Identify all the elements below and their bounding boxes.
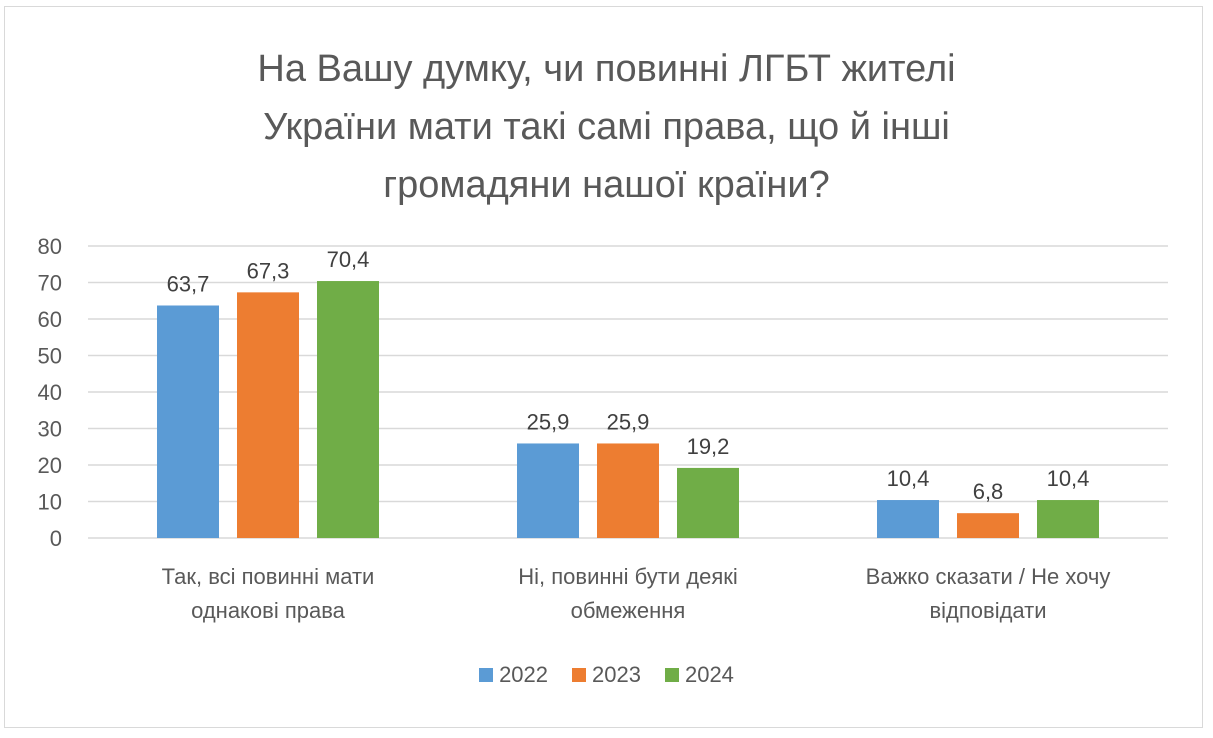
data-label: 67,3 — [247, 258, 290, 283]
legend-swatch — [572, 668, 587, 682]
legend-item-2023: 2023 — [572, 662, 641, 688]
data-label: 6,8 — [973, 479, 1004, 504]
y-tick-label: 20 — [38, 453, 62, 478]
y-tick-label: 50 — [38, 344, 62, 369]
data-label: 25,9 — [607, 409, 650, 434]
bar-2022 — [877, 500, 939, 538]
data-label: 63,7 — [167, 271, 210, 296]
data-label: 10,4 — [1047, 466, 1090, 491]
y-tick-label: 30 — [38, 417, 62, 442]
bar-2024 — [677, 467, 739, 538]
x-category-label: Так, всі повинні мати однакові права — [88, 560, 448, 628]
legend: 2022 2023 2024 — [0, 662, 1213, 688]
bar-2023 — [957, 513, 1019, 538]
x-category-label-line: відповідати — [929, 598, 1047, 623]
chart-title-line: На Вашу думку, чи повинні ЛГБТ жителі — [257, 48, 956, 90]
data-label: 10,4 — [887, 466, 930, 491]
chart-title: На Вашу думку, чи повинні ЛГБТ жителі Ук… — [0, 40, 1213, 214]
bar-2022 — [517, 443, 579, 538]
bar-2024 — [317, 281, 379, 538]
chart-title-line: громадяни нашої країни? — [383, 164, 830, 206]
data-label: 19,2 — [687, 434, 730, 459]
y-tick-label: 10 — [38, 490, 62, 515]
legend-label: 2024 — [684, 662, 734, 687]
data-label: 70,4 — [327, 247, 370, 272]
x-category-label-line: Важко сказати / Не хочу — [865, 564, 1111, 589]
y-tick-label: 80 — [38, 234, 62, 259]
x-category-label-line: Ні, повинні бути деякі — [518, 564, 738, 589]
y-tick-label: 40 — [38, 380, 62, 405]
x-category-label-line: обмеження — [570, 598, 686, 623]
y-tick-label: 60 — [38, 307, 62, 332]
legend-swatch — [664, 668, 679, 682]
bar-2023 — [597, 443, 659, 538]
bar-2024 — [1037, 500, 1099, 538]
y-tick-label: 70 — [38, 271, 62, 296]
legend-label: 2023 — [592, 662, 641, 687]
legend-swatch — [479, 668, 494, 682]
x-category-label-line: Так, всі повинні мати — [161, 564, 375, 589]
legend-label: 2022 — [499, 662, 549, 687]
data-label: 25,9 — [527, 409, 570, 434]
bar-2022 — [157, 305, 219, 538]
x-category-label-line: однакові права — [191, 598, 345, 623]
x-category-label: Ні, повинні бути деякі обмеження — [448, 560, 808, 628]
y-tick-label: 0 — [50, 526, 62, 551]
x-category-label: Важко сказати / Не хочу відповідати — [808, 560, 1168, 628]
chart-title-line: України мати такі самі права, що й інші — [263, 106, 950, 148]
bar-2023 — [237, 292, 299, 538]
legend-item-2024: 2024 — [664, 662, 734, 688]
chart-frame — [4, 6, 1203, 728]
legend-item-2022: 2022 — [479, 662, 548, 688]
